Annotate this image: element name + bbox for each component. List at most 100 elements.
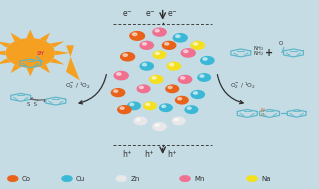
Circle shape bbox=[62, 175, 72, 182]
Circle shape bbox=[162, 41, 176, 49]
Circle shape bbox=[187, 107, 191, 109]
Circle shape bbox=[117, 73, 121, 75]
Text: Cu: Cu bbox=[76, 176, 85, 182]
Circle shape bbox=[175, 96, 188, 104]
Circle shape bbox=[165, 43, 169, 45]
Text: h$^{+}$: h$^{+}$ bbox=[122, 148, 133, 160]
Polygon shape bbox=[61, 11, 80, 80]
Text: O: O bbox=[278, 42, 283, 46]
Circle shape bbox=[191, 41, 204, 49]
Polygon shape bbox=[0, 51, 5, 55]
Circle shape bbox=[136, 118, 140, 121]
Circle shape bbox=[123, 54, 127, 56]
Circle shape bbox=[167, 62, 181, 70]
Polygon shape bbox=[0, 41, 11, 48]
Circle shape bbox=[150, 75, 163, 83]
Circle shape bbox=[201, 57, 214, 64]
Circle shape bbox=[169, 64, 174, 66]
Text: SH: SH bbox=[37, 51, 45, 56]
Circle shape bbox=[176, 35, 180, 37]
Text: Zn: Zn bbox=[130, 176, 139, 182]
Polygon shape bbox=[11, 64, 21, 73]
Text: H: H bbox=[261, 112, 264, 117]
Circle shape bbox=[247, 175, 257, 182]
Circle shape bbox=[160, 104, 172, 112]
Text: O$_2^{\minus}$ / $^1$O$_2$: O$_2^{\minus}$ / $^1$O$_2$ bbox=[65, 81, 91, 91]
Polygon shape bbox=[50, 41, 64, 48]
Text: NH$_2$: NH$_2$ bbox=[253, 44, 264, 53]
Circle shape bbox=[168, 86, 172, 88]
FancyArrowPatch shape bbox=[217, 74, 243, 104]
Polygon shape bbox=[39, 64, 50, 73]
Circle shape bbox=[181, 77, 185, 79]
Polygon shape bbox=[26, 68, 34, 76]
Text: N: N bbox=[260, 108, 264, 113]
Circle shape bbox=[130, 103, 134, 105]
Text: Na: Na bbox=[261, 176, 271, 182]
Circle shape bbox=[118, 106, 131, 114]
Text: +: + bbox=[265, 48, 274, 58]
FancyArrowPatch shape bbox=[79, 74, 106, 104]
Circle shape bbox=[152, 77, 156, 79]
Circle shape bbox=[166, 85, 179, 93]
Circle shape bbox=[184, 50, 188, 53]
Circle shape bbox=[128, 102, 140, 110]
Circle shape bbox=[134, 117, 147, 125]
Polygon shape bbox=[39, 33, 50, 41]
Circle shape bbox=[173, 34, 187, 42]
Circle shape bbox=[174, 118, 178, 121]
Text: NH$_2$: NH$_2$ bbox=[253, 49, 264, 58]
Circle shape bbox=[153, 28, 166, 36]
Circle shape bbox=[140, 41, 153, 49]
Circle shape bbox=[191, 91, 204, 98]
Circle shape bbox=[114, 90, 118, 92]
Circle shape bbox=[142, 43, 146, 45]
Polygon shape bbox=[11, 33, 21, 41]
Text: Mn: Mn bbox=[194, 176, 204, 182]
Polygon shape bbox=[50, 58, 64, 65]
Polygon shape bbox=[0, 58, 11, 65]
Circle shape bbox=[130, 32, 145, 40]
Circle shape bbox=[6, 39, 54, 67]
Circle shape bbox=[185, 106, 198, 113]
Polygon shape bbox=[26, 29, 34, 38]
Circle shape bbox=[142, 64, 146, 66]
Circle shape bbox=[140, 62, 153, 70]
Circle shape bbox=[198, 74, 211, 81]
Circle shape bbox=[132, 33, 137, 36]
Circle shape bbox=[178, 98, 182, 100]
Circle shape bbox=[181, 49, 195, 57]
Circle shape bbox=[193, 92, 197, 94]
Circle shape bbox=[162, 105, 166, 107]
Circle shape bbox=[7, 175, 18, 182]
Circle shape bbox=[121, 53, 135, 61]
Text: h$^{+}$: h$^{+}$ bbox=[145, 148, 155, 160]
Text: O$_2^{\minus}$ / $^1$O$_2$: O$_2^{\minus}$ / $^1$O$_2$ bbox=[230, 81, 255, 91]
Circle shape bbox=[137, 85, 150, 93]
Text: h$^{+}$: h$^{+}$ bbox=[167, 148, 178, 160]
Circle shape bbox=[178, 75, 192, 83]
Circle shape bbox=[155, 52, 159, 54]
Circle shape bbox=[203, 58, 207, 60]
Circle shape bbox=[116, 175, 127, 182]
Text: e$^{-}$: e$^{-}$ bbox=[167, 9, 178, 19]
Text: e$^{-}$: e$^{-}$ bbox=[145, 9, 155, 19]
Circle shape bbox=[153, 51, 166, 59]
Text: Co: Co bbox=[22, 176, 31, 182]
Circle shape bbox=[146, 103, 150, 105]
Circle shape bbox=[155, 29, 159, 32]
Circle shape bbox=[180, 175, 190, 182]
Circle shape bbox=[153, 123, 166, 131]
Circle shape bbox=[193, 43, 197, 45]
Circle shape bbox=[114, 71, 128, 80]
Circle shape bbox=[120, 107, 124, 109]
Circle shape bbox=[155, 124, 159, 126]
Circle shape bbox=[172, 117, 185, 125]
Polygon shape bbox=[55, 51, 70, 55]
Circle shape bbox=[139, 86, 143, 88]
Circle shape bbox=[144, 102, 156, 110]
Circle shape bbox=[111, 89, 125, 97]
Text: S  S: S S bbox=[27, 102, 37, 107]
Text: e$^{-}$: e$^{-}$ bbox=[122, 9, 133, 19]
Circle shape bbox=[200, 75, 204, 77]
